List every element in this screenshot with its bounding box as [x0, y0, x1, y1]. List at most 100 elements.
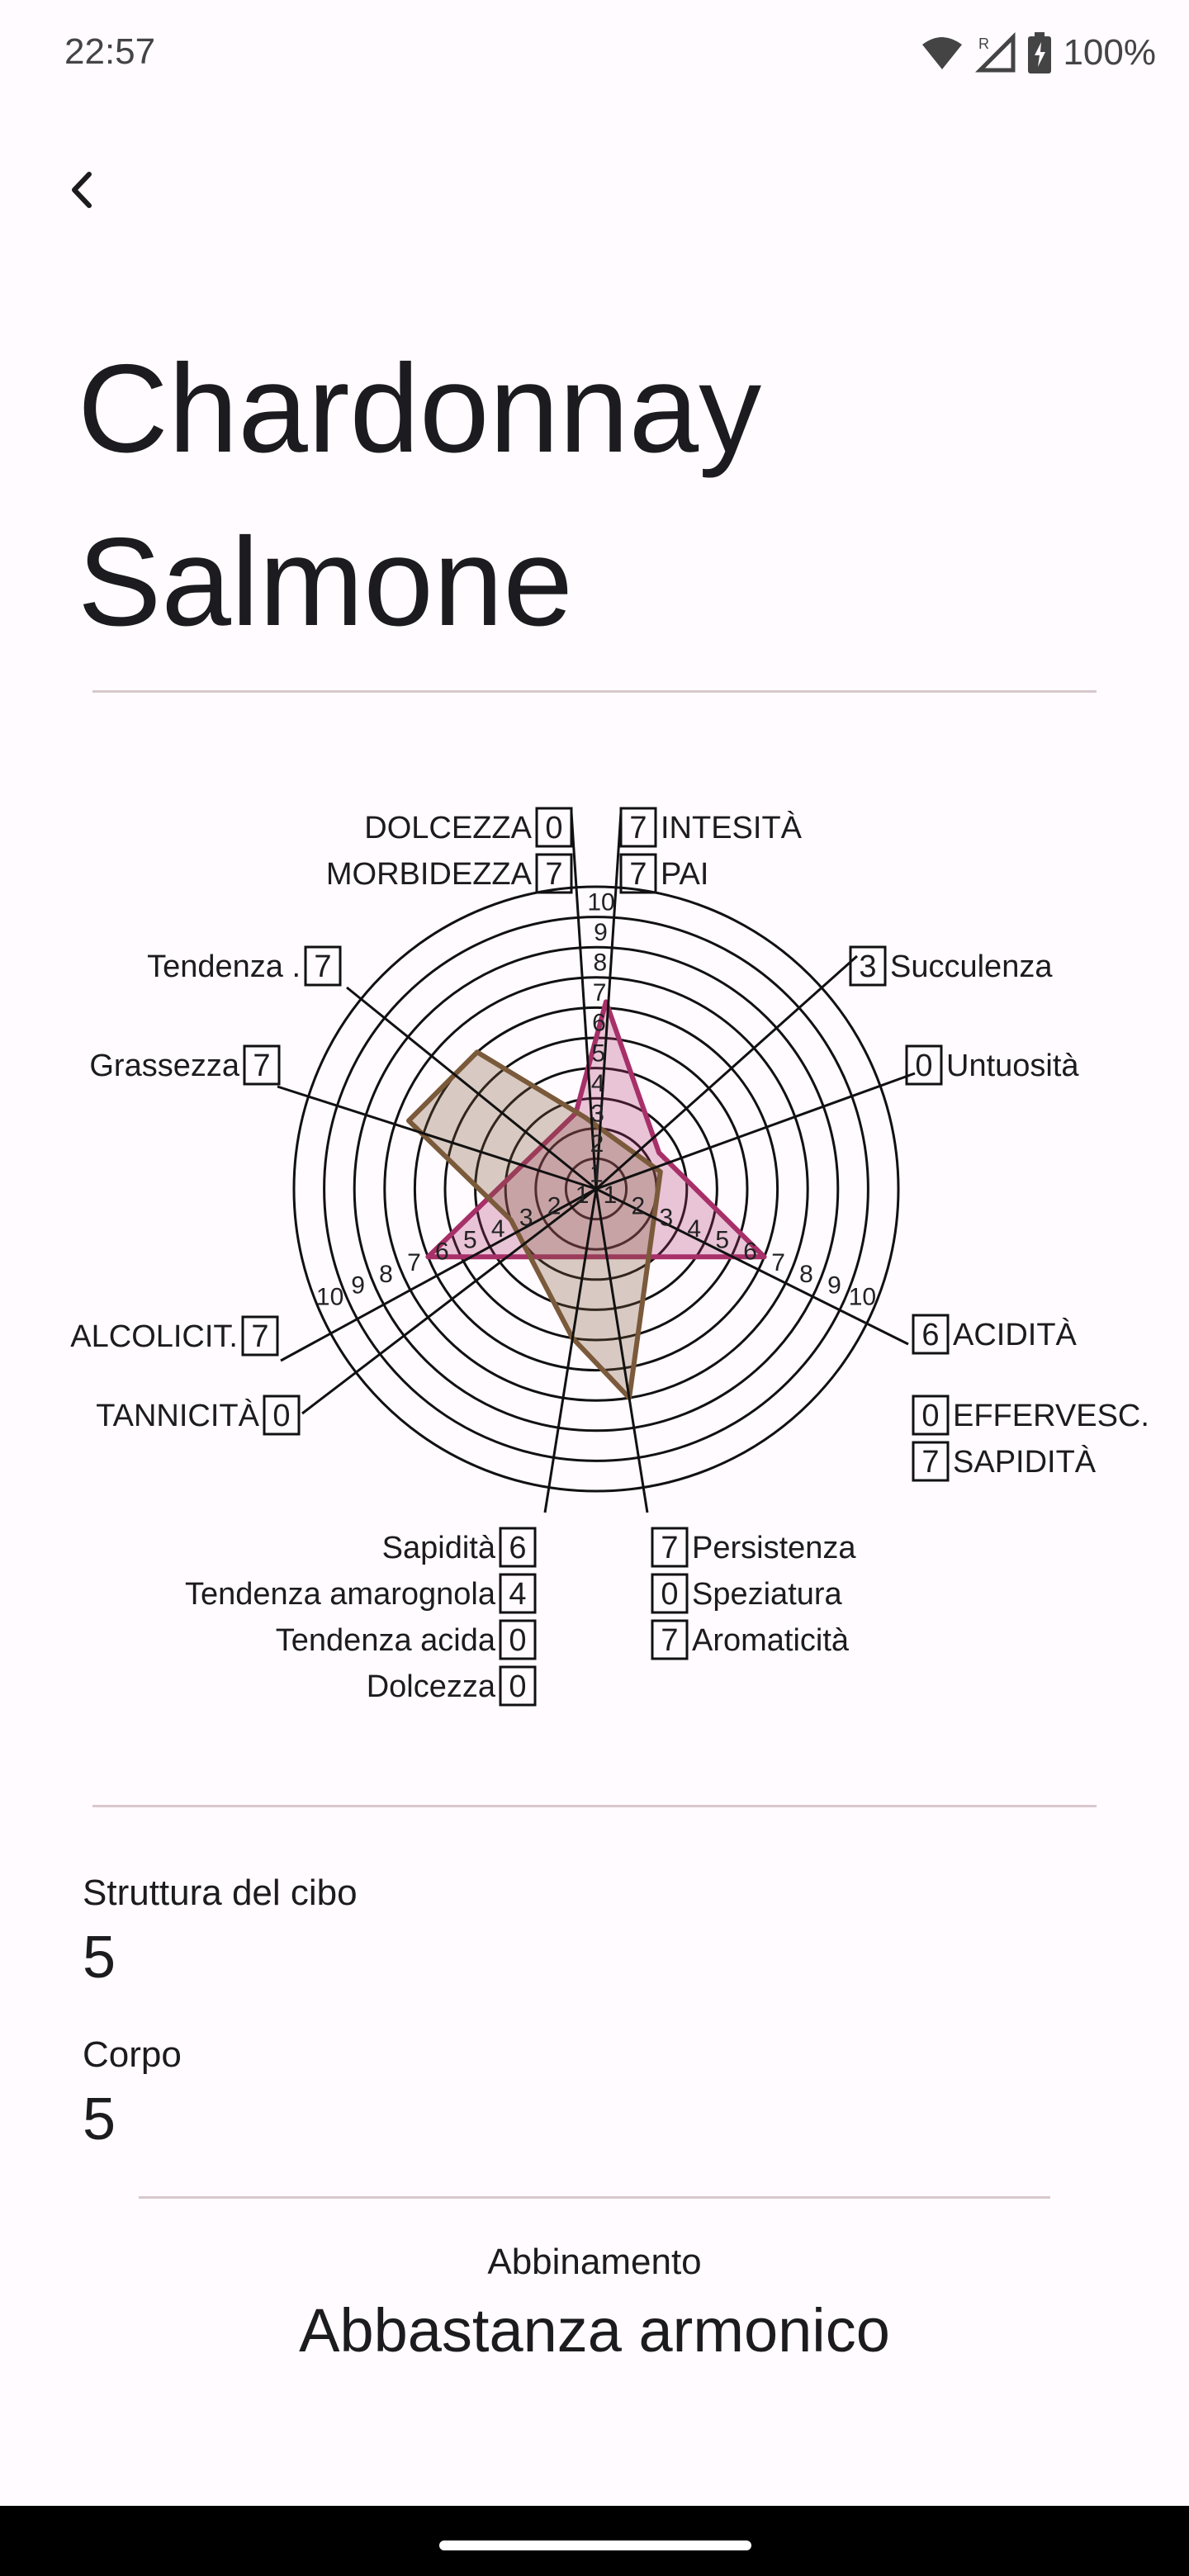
radar-tick-label: 5	[463, 1227, 477, 1254]
legend-value: 0	[915, 1049, 932, 1083]
radar-tick-label: 7	[407, 1249, 421, 1276]
radar-axis-line	[301, 1187, 597, 1415]
page-title-line: Salmone	[78, 512, 573, 652]
radar-ring	[383, 976, 809, 1402]
legend-value-box	[651, 1619, 689, 1660]
radar-series-2	[406, 1049, 663, 1400]
status-time: 22:57	[64, 31, 156, 72]
radar-tick-label: 7	[593, 979, 607, 1006]
svg-text:R: R	[978, 36, 989, 52]
legend-value-box	[651, 1573, 689, 1614]
legend-label: Dolcezza	[367, 1669, 496, 1704]
home-handle[interactable]	[439, 2540, 751, 2550]
legend-value: 4	[509, 1577, 526, 1612]
legend-value-box	[499, 1527, 537, 1568]
legend-value: 6	[921, 1318, 939, 1352]
radar-tick-label: 8	[799, 1261, 813, 1288]
legend-label: Persistenza	[692, 1531, 856, 1565]
navigation-bar	[0, 2506, 1189, 2576]
legend-label: DOLCEZZA	[364, 811, 532, 845]
radar-axis-line	[595, 1187, 909, 1346]
legend-value-box	[535, 807, 573, 848]
legend-value-box	[912, 1395, 950, 1436]
legend-value-box	[499, 1619, 537, 1660]
legend-value-box	[243, 1044, 281, 1086]
legend-value: 7	[629, 857, 647, 892]
radar-axis-line	[595, 1072, 916, 1191]
divider-middle	[92, 1805, 1097, 1807]
radar-ring	[353, 945, 840, 1432]
legend-value: 0	[661, 1577, 678, 1612]
radar-ring	[504, 1096, 689, 1281]
page-title-line: Chardonnay	[78, 339, 762, 479]
radar-axis-line	[277, 1085, 597, 1191]
radar-tick-label: 2	[547, 1193, 561, 1220]
radar-tick-label: 1	[576, 1181, 590, 1209]
legend-label: SAPIDITÀ	[953, 1444, 1097, 1480]
signal-icon: R	[975, 32, 1016, 73]
legend-label: Aromaticità	[692, 1623, 850, 1658]
legend-value-box	[849, 945, 887, 987]
radar-ring	[292, 885, 900, 1493]
legend-value: 0	[509, 1669, 526, 1704]
radar-tick-label: 2	[632, 1193, 646, 1220]
radar-tick-label: 6	[435, 1238, 449, 1265]
radar-ring	[474, 1067, 718, 1311]
radar-tick-label: 4	[687, 1215, 701, 1243]
legend-value-box	[912, 1441, 950, 1482]
legend-value-box	[241, 1315, 279, 1357]
legend-value-box	[619, 807, 657, 848]
radar-ring	[413, 1006, 779, 1372]
radar-tick-label: 10	[849, 1283, 876, 1310]
radar-tick-label: 5	[592, 1039, 606, 1067]
legend-value-box	[499, 1573, 537, 1614]
struttura-value: 5	[83, 1925, 116, 1991]
radar-tick-label: 1	[590, 1161, 604, 1188]
battery-percent: 100%	[1063, 32, 1156, 73]
legend-label: ACIDITÀ	[953, 1317, 1078, 1352]
pairing-value: Abbastanza armonico	[299, 2296, 890, 2365]
radar-ring	[564, 1157, 628, 1221]
radar-tick-label: 7	[771, 1249, 785, 1276]
radar-tick-label: 8	[593, 949, 607, 977]
radar-tick-label: 10	[316, 1283, 343, 1310]
legend-label: Grassezza	[89, 1049, 239, 1083]
legend-label: Tendenza acida	[276, 1623, 496, 1658]
radar-tick-label: 4	[591, 1070, 605, 1097]
legend-label: Speziatura	[692, 1577, 843, 1612]
battery-icon	[1028, 32, 1052, 73]
radar-axis-line	[346, 986, 597, 1191]
radar-tick-label: 5	[715, 1227, 729, 1254]
legend-value: 6	[509, 1531, 526, 1565]
page-title: Chardonnay Salmone	[78, 322, 1151, 669]
radar-tick-label: 8	[379, 1261, 393, 1288]
legend-value-box	[499, 1665, 537, 1707]
legend-value: 7	[251, 1319, 268, 1354]
radar-axis-line	[595, 954, 858, 1191]
legend-value-box	[619, 853, 657, 894]
radar-ring	[323, 916, 869, 1462]
legend-value-box	[905, 1044, 943, 1086]
legend-value-box	[651, 1527, 689, 1568]
divider-bottom	[139, 2196, 1050, 2199]
radar-tick-label: 9	[594, 919, 608, 946]
pairing-label: Abbinamento	[487, 2242, 702, 2282]
radar-tick-label: 1	[604, 1181, 618, 1209]
legend-label: EFFERVESC.	[953, 1399, 1149, 1433]
legend-value: 0	[921, 1399, 939, 1433]
divider-top	[92, 690, 1097, 693]
radar-axis-line	[594, 1188, 649, 1513]
radar-axis-line	[570, 812, 598, 1190]
legend-value-box	[912, 1314, 950, 1355]
legend-label: Sapidità	[382, 1531, 496, 1565]
legend-value: 7	[629, 811, 647, 845]
legend-label: MORBIDEZZA	[326, 857, 533, 892]
back-button[interactable]	[50, 157, 116, 223]
radar-tick-label: 3	[590, 1101, 604, 1128]
radar-tick-label: 4	[491, 1215, 505, 1243]
radar-series-1	[425, 999, 767, 1260]
radar-axis-line	[543, 1188, 598, 1513]
radar-axis-line	[280, 1187, 597, 1362]
legend-value: 7	[661, 1531, 678, 1565]
